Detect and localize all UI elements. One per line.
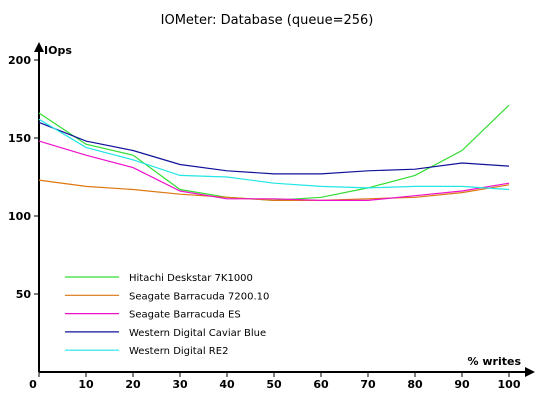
legend-label: Western Digital Caviar Blue <box>129 328 266 339</box>
x-tick-label: 70 <box>360 378 376 391</box>
x-tick-label: 20 <box>125 378 141 391</box>
legend-label: Seagate Barracuda 7200.10 <box>129 291 269 302</box>
x-tick-label: 90 <box>454 378 470 391</box>
y-ticks: 50 100 150 200 <box>8 54 39 301</box>
x-axis-arrow <box>525 367 535 377</box>
x-tick-label: 60 <box>313 378 329 391</box>
chart-title: IOMeter: Database (queue=256) <box>161 13 374 28</box>
series-line-2 <box>38 140 510 201</box>
y-tick-label: 100 <box>8 210 31 223</box>
y-tick-label: 150 <box>8 132 31 145</box>
series-line-3 <box>38 121 510 175</box>
x-ticks: 0 10 20 30 40 50 60 70 80 90 100 <box>29 372 521 391</box>
y-axis-arrow <box>34 42 44 52</box>
series-lines <box>38 104 510 202</box>
x-tick-label: 0 <box>29 378 37 391</box>
legend-label: Hitachi Deskstar 7K1000 <box>129 273 253 284</box>
legend-label: Seagate Barracuda ES <box>129 310 241 321</box>
x-tick-label: 10 <box>78 378 94 391</box>
x-tick-label: 30 <box>172 378 188 391</box>
legend-label: Western Digital RE2 <box>129 346 228 357</box>
plot-axes <box>34 42 535 377</box>
series-line-1 <box>38 179 510 201</box>
y-tick-label: 50 <box>16 288 32 301</box>
x-tick-label: 50 <box>266 378 282 391</box>
legend: Hitachi Deskstar 7K1000 Seagate Barracuda… <box>65 273 269 357</box>
x-tick-label: 40 <box>219 378 235 391</box>
y-axis-label: IOps <box>44 44 72 57</box>
x-tick-label: 80 <box>407 378 423 391</box>
series-line-4 <box>38 118 510 191</box>
x-axis-label: % writes <box>468 355 522 368</box>
y-tick-label: 200 <box>8 54 31 67</box>
x-tick-label: 100 <box>498 378 521 391</box>
